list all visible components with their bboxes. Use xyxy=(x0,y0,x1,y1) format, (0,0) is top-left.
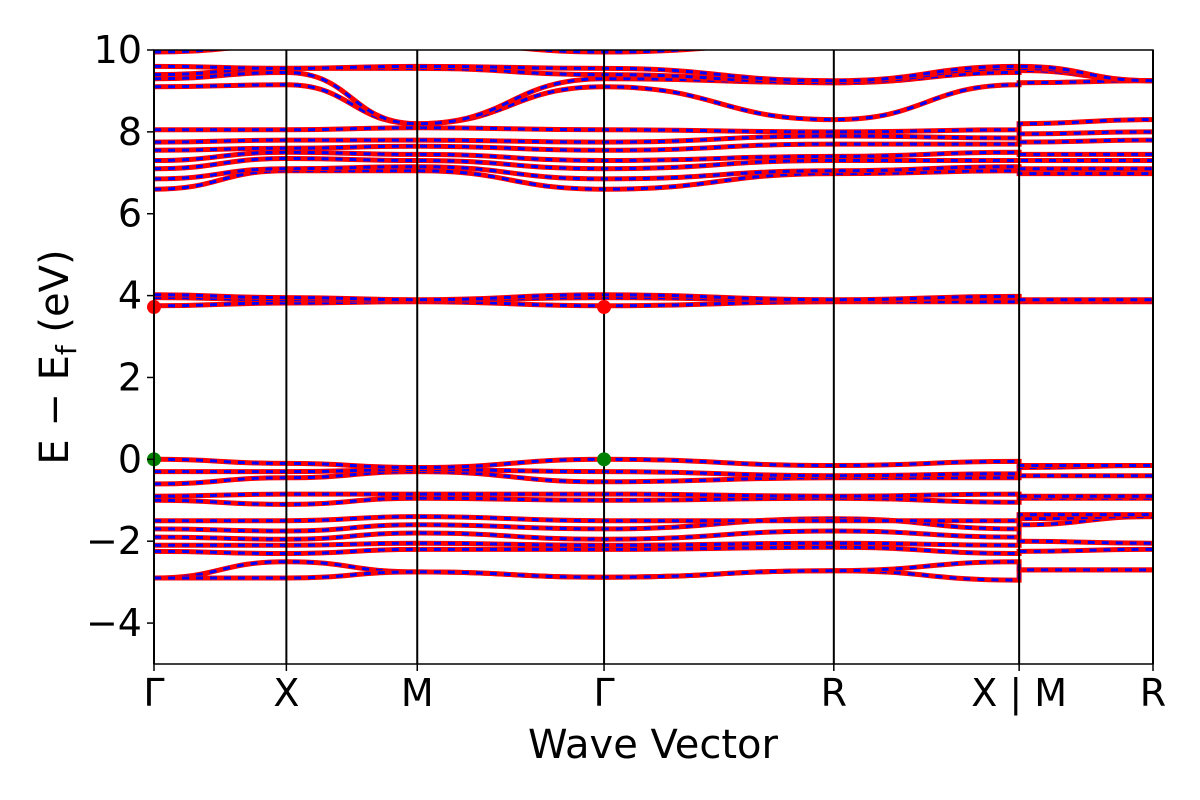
y-axis-label: E − Ef (eV) xyxy=(32,249,83,464)
x-tick-label-5: X | M xyxy=(971,671,1067,716)
band-2-spin-up xyxy=(154,544,1153,557)
band-6-spin-up xyxy=(154,512,1153,524)
band-10-spin-up xyxy=(154,463,1153,479)
y-tick-label-6: 8 xyxy=(118,110,142,154)
x-tick-label-3: Γ xyxy=(593,671,614,715)
y-axis-label-main: E − E xyxy=(32,355,78,465)
x-axis-label: Wave Vector xyxy=(528,722,779,768)
band-5-spin-down xyxy=(154,515,1153,533)
band-12-spin-down xyxy=(154,300,1153,308)
band-26-spin-up xyxy=(154,50,713,55)
band-9-spin-down xyxy=(154,470,1153,486)
y-tick-label-1: −2 xyxy=(86,519,142,563)
band-4-spin-down xyxy=(154,515,1153,541)
band-18-spin-down xyxy=(154,150,1153,163)
band-8-spin-up xyxy=(154,491,1153,499)
band-20-spin-down xyxy=(154,130,1153,144)
band-2-spin-down xyxy=(154,545,1153,556)
y-axis-label-tail: (eV) xyxy=(32,249,78,345)
band-22-spin-down xyxy=(154,79,1153,126)
y-tick-label-4: 4 xyxy=(118,274,142,318)
band-10-spin-down xyxy=(154,464,1153,478)
band-17-spin-down xyxy=(154,156,1153,171)
band-19-spin-down xyxy=(154,138,1153,152)
band-14-spin-down xyxy=(154,293,1153,302)
band-12-spin-up xyxy=(154,299,1153,309)
marker-point-1 xyxy=(597,300,612,315)
plot-frame xyxy=(153,49,1154,665)
band-20-spin-up xyxy=(154,129,1153,145)
band-22-spin-up xyxy=(154,78,1153,127)
bands-layer xyxy=(154,50,1153,583)
y-tick-label-0: −4 xyxy=(86,601,142,645)
band-3-spin-down xyxy=(154,539,1153,547)
x-tick-label-2: M xyxy=(401,671,434,715)
band-1-spin-down xyxy=(154,560,1153,580)
band-13-spin-down xyxy=(154,296,1153,303)
y-axis-ticks: −4 −2 0 2 4 6 8 10 xyxy=(86,28,154,645)
band-11-spin-down xyxy=(154,457,1153,470)
band-11-spin-up xyxy=(154,456,1153,471)
band-23-spin-down xyxy=(154,68,1153,126)
x-tick-label-4: R xyxy=(821,671,847,715)
marker-point-3 xyxy=(597,452,612,467)
band-7-spin-up xyxy=(154,495,1153,507)
band-16-spin-down xyxy=(154,165,1153,181)
x-axis-ticks: Γ X M Γ R X | M R xyxy=(143,664,1166,716)
band-6-spin-down xyxy=(154,513,1153,523)
x-tick-label-1: X xyxy=(273,671,299,715)
x-tick-label-6: R xyxy=(1140,671,1166,715)
marker-points xyxy=(147,300,612,467)
y-axis-label-sub: f xyxy=(50,344,83,355)
band-7-spin-down xyxy=(154,496,1153,506)
band-3-spin-up xyxy=(154,538,1153,548)
y-tick-label-5: 6 xyxy=(118,192,142,236)
y-tick-label-3: 2 xyxy=(118,355,142,399)
band-8-spin-down xyxy=(154,492,1153,498)
x-tick-label-0: Γ xyxy=(143,671,164,715)
y-tick-label-7: 10 xyxy=(94,28,142,72)
y-tick-label-2: 0 xyxy=(118,437,142,481)
band-21-spin-down xyxy=(154,118,1153,134)
band-21-spin-up xyxy=(154,117,1153,135)
band-25-spin-down xyxy=(154,64,1153,83)
